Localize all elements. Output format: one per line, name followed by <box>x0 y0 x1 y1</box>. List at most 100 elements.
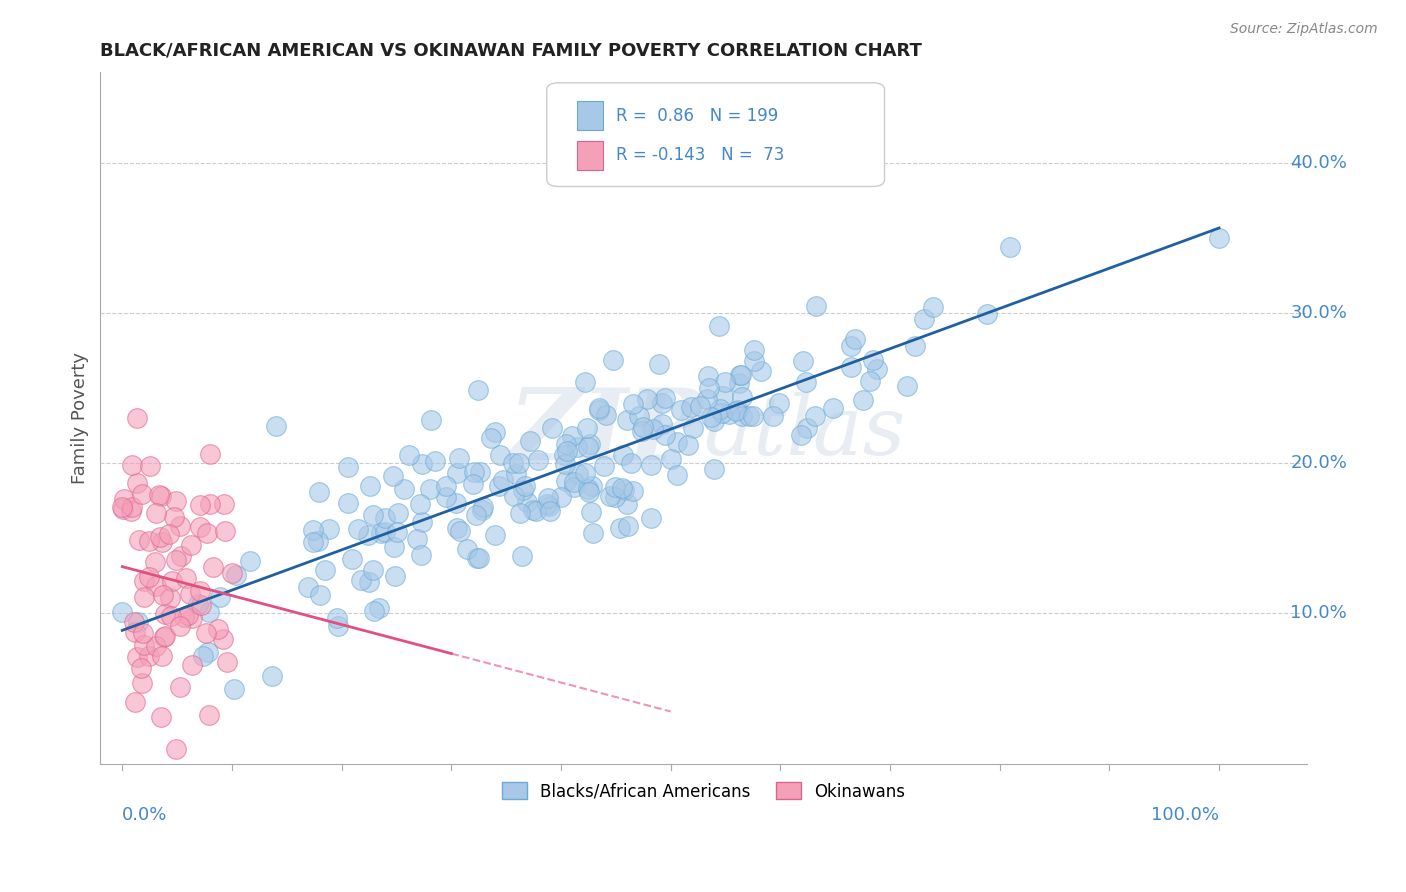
Point <box>671 403 693 417</box>
Text: 100.0%: 100.0% <box>1152 805 1219 823</box>
Point <box>222 681 245 696</box>
Point <box>738 409 761 423</box>
Point <box>302 523 325 537</box>
Point <box>173 610 195 624</box>
Point <box>727 376 749 390</box>
Point <box>912 312 935 326</box>
Point <box>198 605 221 619</box>
FancyBboxPatch shape <box>576 141 603 169</box>
Point <box>160 609 183 624</box>
Point <box>665 435 688 450</box>
Point <box>195 526 218 541</box>
Point <box>384 569 406 583</box>
Point <box>221 566 243 581</box>
Point <box>145 555 167 569</box>
Point <box>180 538 202 552</box>
Point <box>131 487 153 501</box>
Point <box>467 383 489 397</box>
Point <box>661 451 683 466</box>
Point <box>678 438 700 452</box>
Point <box>714 375 737 389</box>
Point <box>617 519 640 533</box>
Point <box>127 615 149 629</box>
Point <box>792 353 814 368</box>
Point <box>603 490 626 504</box>
Point <box>207 622 229 636</box>
Point <box>804 299 827 313</box>
Point <box>121 458 143 472</box>
Point <box>696 368 718 383</box>
Point <box>522 503 544 517</box>
Point <box>409 548 432 562</box>
Point <box>212 632 235 646</box>
Point <box>190 598 212 612</box>
Point <box>620 456 643 470</box>
Point <box>468 551 491 566</box>
Point <box>717 407 740 421</box>
Point <box>363 604 385 618</box>
Point <box>125 475 148 490</box>
Point <box>145 639 167 653</box>
Point <box>484 425 506 439</box>
Point <box>124 624 146 639</box>
Point <box>197 645 219 659</box>
Point <box>796 375 818 389</box>
Point <box>152 630 174 644</box>
Point <box>562 475 585 489</box>
Point <box>392 482 415 496</box>
Point <box>128 533 150 548</box>
Point <box>609 521 631 535</box>
Point <box>730 368 752 382</box>
Point <box>640 511 662 525</box>
Point <box>636 392 658 406</box>
Point <box>385 525 408 540</box>
Point <box>654 428 676 442</box>
Point <box>555 475 578 489</box>
Point <box>744 354 766 368</box>
Point <box>526 452 548 467</box>
Point <box>621 397 644 411</box>
Point <box>179 587 201 601</box>
Point <box>804 409 827 423</box>
Point <box>616 497 638 511</box>
Point <box>505 467 527 481</box>
Text: Source: ZipAtlas.com: Source: ZipAtlas.com <box>1230 22 1378 37</box>
Point <box>340 551 363 566</box>
Point <box>839 339 862 353</box>
Point <box>138 648 160 663</box>
Point <box>488 479 510 493</box>
Point <box>374 511 396 525</box>
Point <box>602 352 624 367</box>
Point <box>904 339 927 353</box>
Point <box>363 508 385 523</box>
Point <box>538 504 561 518</box>
Point <box>359 479 381 493</box>
Point <box>447 451 470 466</box>
Point <box>260 669 283 683</box>
Point <box>302 534 325 549</box>
Point <box>308 484 330 499</box>
Point <box>599 489 621 503</box>
Point <box>314 563 336 577</box>
Point <box>357 575 380 590</box>
Point <box>489 448 512 462</box>
Point <box>180 611 202 625</box>
Point <box>217 655 239 669</box>
Point <box>631 419 654 434</box>
Point <box>512 483 534 497</box>
Point <box>456 542 478 557</box>
Point <box>423 454 446 468</box>
Point <box>139 458 162 473</box>
Point <box>120 503 142 517</box>
Point <box>297 580 319 594</box>
Point <box>336 460 359 475</box>
Point <box>112 491 135 506</box>
Text: atlas: atlas <box>703 392 905 472</box>
Point <box>153 629 176 643</box>
Point <box>731 409 754 423</box>
Point <box>434 491 457 505</box>
Point <box>742 343 765 358</box>
Point <box>350 574 373 588</box>
Point <box>550 490 572 504</box>
Point <box>129 661 152 675</box>
